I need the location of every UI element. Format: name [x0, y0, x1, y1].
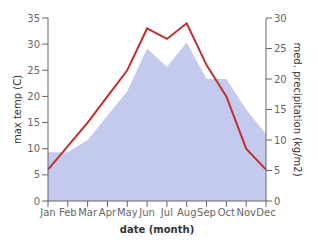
svg-text:30: 30: [274, 13, 287, 24]
svg-text:10: 10: [27, 143, 40, 154]
svg-text:Mar: Mar: [78, 207, 98, 218]
svg-text:Jul: Jul: [160, 207, 173, 218]
svg-text:Apr: Apr: [99, 207, 117, 218]
svg-text:15: 15: [274, 104, 287, 115]
svg-text:Jun: Jun: [138, 207, 155, 218]
svg-text:25: 25: [274, 43, 287, 54]
svg-text:20: 20: [27, 91, 40, 102]
svg-text:Aug: Aug: [177, 207, 197, 218]
svg-text:Sep: Sep: [197, 207, 216, 218]
svg-text:25: 25: [27, 65, 40, 76]
svg-text:max temp (C): max temp (C): [12, 75, 23, 144]
svg-text:date (month): date (month): [120, 224, 194, 235]
svg-text:35: 35: [27, 13, 40, 24]
svg-text:Feb: Feb: [59, 207, 77, 218]
svg-text:May: May: [117, 207, 138, 218]
svg-text:Nov: Nov: [236, 207, 256, 218]
svg-text:0: 0: [274, 196, 280, 207]
svg-text:15: 15: [27, 117, 40, 128]
svg-text:5: 5: [274, 165, 280, 176]
svg-text:5: 5: [34, 169, 40, 180]
svg-text:30: 30: [27, 39, 40, 50]
svg-text:20: 20: [274, 74, 287, 85]
svg-text:10: 10: [274, 135, 287, 146]
svg-text:Dec: Dec: [256, 207, 275, 218]
svg-text:med. precipitation (kg/m2): med. precipitation (kg/m2): [292, 42, 303, 176]
svg-text:Jan: Jan: [39, 207, 55, 218]
svg-text:Oct: Oct: [218, 207, 235, 218]
svg-text:0: 0: [34, 196, 40, 207]
